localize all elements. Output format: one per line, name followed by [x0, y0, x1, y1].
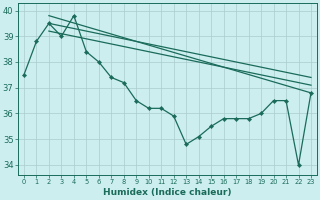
X-axis label: Humidex (Indice chaleur): Humidex (Indice chaleur)	[103, 188, 232, 197]
